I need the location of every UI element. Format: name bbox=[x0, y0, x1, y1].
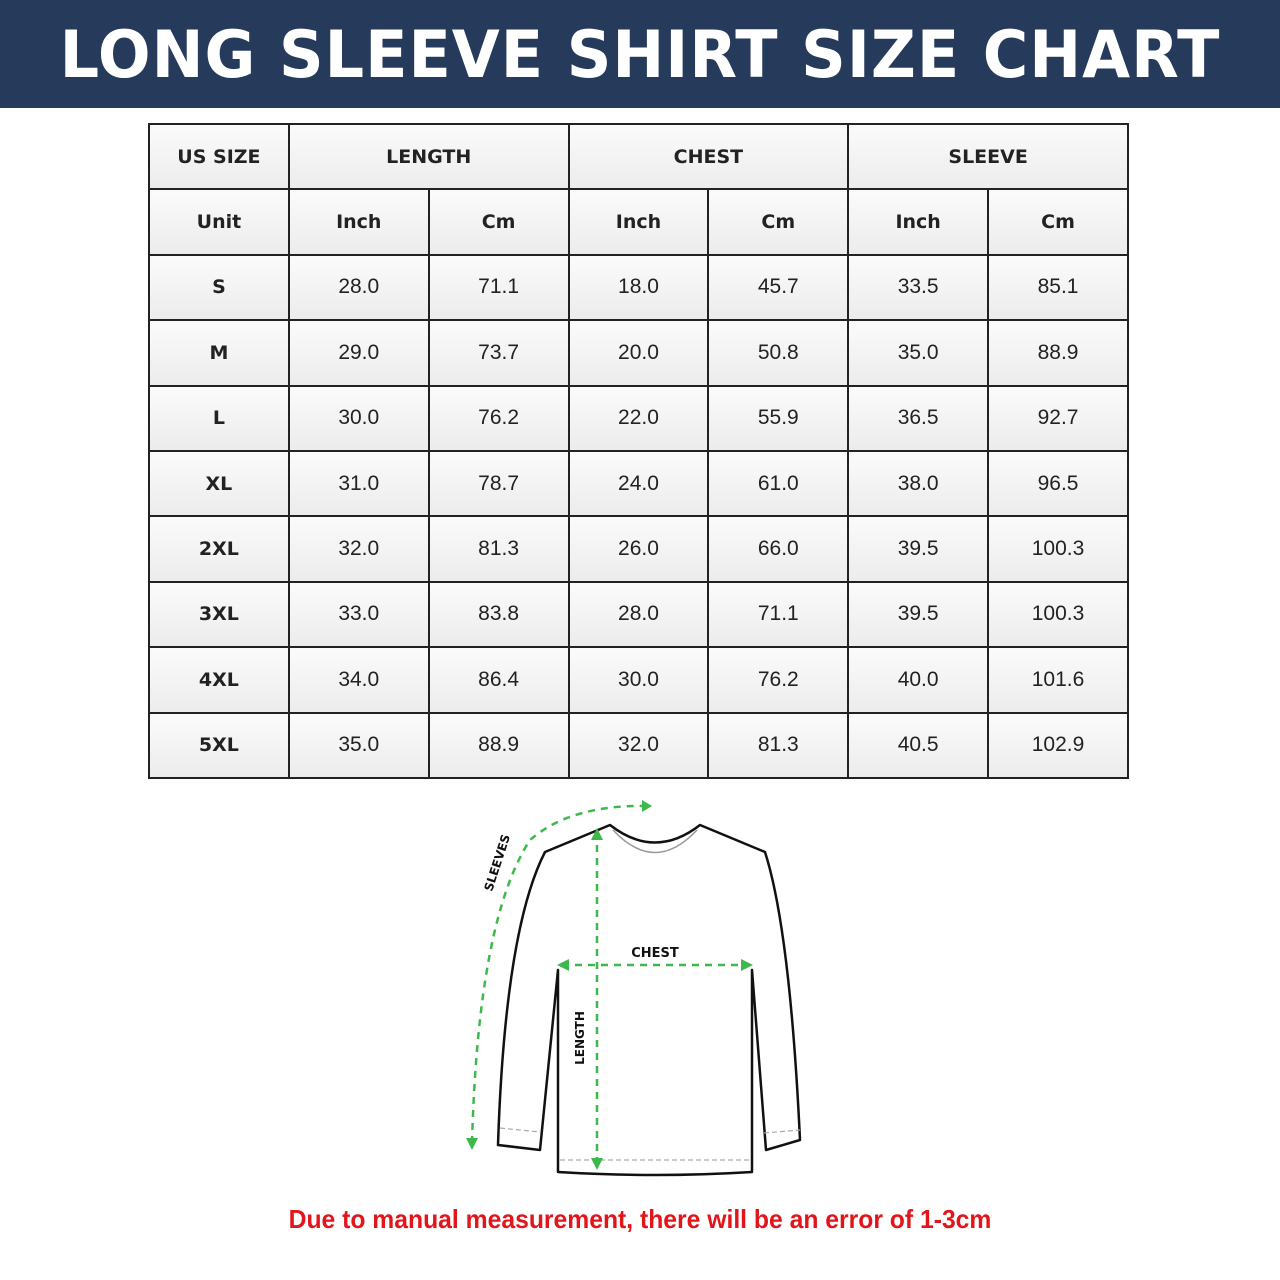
header-cell: US SIZE bbox=[148, 122, 290, 191]
value-cell: 35.0 bbox=[287, 711, 430, 779]
value-cell: 50.8 bbox=[707, 319, 850, 387]
value-cell: 30.0 bbox=[567, 646, 710, 714]
value-cell: 66.0 bbox=[707, 515, 850, 583]
value-cell: 71.1 bbox=[707, 580, 850, 649]
table-row: S 28.0 71.1 18.0 45.7 33.5 85.1 bbox=[148, 253, 1129, 322]
value-cell: 29.0 bbox=[287, 319, 430, 387]
header-cell: CHEST bbox=[567, 122, 850, 191]
size-cell: M bbox=[148, 319, 290, 387]
value-cell: 38.0 bbox=[847, 449, 990, 518]
value-cell: 45.7 bbox=[707, 253, 850, 322]
value-cell: 24.0 bbox=[567, 449, 710, 518]
value-cell: 88.9 bbox=[987, 319, 1129, 387]
table-row: L 30.0 76.2 22.0 55.9 36.5 92.7 bbox=[148, 384, 1129, 452]
value-cell: 18.0 bbox=[567, 253, 710, 322]
size-cell: 3XL bbox=[148, 580, 290, 649]
length-label: LENGTH bbox=[573, 1011, 587, 1065]
value-cell: 35.0 bbox=[847, 319, 990, 387]
page-title: LONG SLEEVE SHIRT SIZE CHART bbox=[59, 15, 1221, 93]
size-cell: S bbox=[148, 253, 290, 322]
unit-cell: Cm bbox=[427, 188, 570, 256]
value-cell: 32.0 bbox=[567, 711, 710, 779]
value-cell: 39.5 bbox=[847, 580, 990, 649]
value-cell: 78.7 bbox=[427, 449, 570, 518]
value-cell: 33.0 bbox=[287, 580, 430, 649]
unit-cell: Inch bbox=[847, 188, 990, 256]
chest-label: CHEST bbox=[631, 946, 679, 961]
value-cell: 36.5 bbox=[847, 384, 990, 452]
table-row: M 29.0 73.7 20.0 50.8 35.0 88.9 bbox=[148, 319, 1129, 387]
value-cell: 61.0 bbox=[707, 449, 850, 518]
table-row: 4XL 34.0 86.4 30.0 76.2 40.0 101.6 bbox=[148, 646, 1129, 714]
header-row: US SIZE LENGTH CHEST SLEEVE bbox=[148, 122, 1129, 191]
value-cell: 71.1 bbox=[427, 253, 570, 322]
measure-arrows bbox=[470, 804, 748, 1165]
size-cell: 2XL bbox=[148, 515, 290, 583]
value-cell: 88.9 bbox=[427, 711, 570, 779]
value-cell: 26.0 bbox=[567, 515, 710, 583]
header-cell: LENGTH bbox=[287, 122, 570, 191]
size-table: US SIZE LENGTH CHEST SLEEVE Unit Inch Cm Inch Cm… bbox=[148, 122, 1129, 779]
value-cell: 33.5 bbox=[847, 253, 990, 322]
value-cell: 100.3 bbox=[987, 515, 1129, 583]
size-cell: L bbox=[148, 384, 290, 452]
value-cell: 101.6 bbox=[987, 646, 1129, 714]
value-cell: 102.9 bbox=[987, 711, 1129, 779]
size-cell: 5XL bbox=[148, 711, 290, 779]
value-cell: 32.0 bbox=[287, 515, 430, 583]
arrow-heads bbox=[466, 800, 753, 1170]
measurement-note: Due to manual measurement, there will be… bbox=[288, 1204, 992, 1234]
value-cell: 31.0 bbox=[287, 449, 430, 518]
value-cell: 30.0 bbox=[287, 384, 430, 452]
value-cell: 39.5 bbox=[847, 515, 990, 583]
value-cell: 81.3 bbox=[707, 711, 850, 779]
shirt-outline bbox=[496, 823, 802, 1177]
value-cell: 86.4 bbox=[427, 646, 570, 714]
title-banner: LONG SLEEVE SHIRT SIZE CHART bbox=[0, 0, 1280, 108]
header-cell: SLEEVE bbox=[847, 122, 1129, 191]
table-row: 5XL 35.0 88.9 32.0 81.3 40.5 102.9 bbox=[148, 711, 1129, 779]
value-cell: 73.7 bbox=[427, 319, 570, 387]
table-row: 3XL 33.0 83.8 28.0 71.1 39.5 100.3 bbox=[148, 580, 1129, 649]
size-cell: 4XL bbox=[148, 646, 290, 714]
unit-row: Unit Inch Cm Inch Cm Inch Cm bbox=[148, 188, 1129, 256]
value-cell: 100.3 bbox=[987, 580, 1129, 649]
value-cell: 83.8 bbox=[427, 580, 570, 649]
unit-cell: Inch bbox=[567, 188, 710, 256]
unit-cell: Unit bbox=[148, 188, 290, 256]
table-row: XL 31.0 78.7 24.0 61.0 38.0 96.5 bbox=[148, 449, 1129, 518]
size-cell: XL bbox=[148, 449, 290, 518]
table-row: 2XL 32.0 81.3 26.0 66.0 39.5 100.3 bbox=[148, 515, 1129, 583]
value-cell: 96.5 bbox=[987, 449, 1129, 518]
value-cell: 76.2 bbox=[707, 646, 850, 714]
unit-cell: Cm bbox=[707, 188, 850, 256]
value-cell: 92.7 bbox=[987, 384, 1129, 452]
unit-cell: Inch bbox=[287, 188, 430, 256]
value-cell: 28.0 bbox=[567, 580, 710, 649]
value-cell: 28.0 bbox=[287, 253, 430, 322]
value-cell: 55.9 bbox=[707, 384, 850, 452]
value-cell: 81.3 bbox=[427, 515, 570, 583]
value-cell: 22.0 bbox=[567, 384, 710, 452]
value-cell: 85.1 bbox=[987, 253, 1129, 322]
unit-cell: Cm bbox=[987, 188, 1129, 256]
value-cell: 76.2 bbox=[427, 384, 570, 452]
value-cell: 40.5 bbox=[847, 711, 990, 779]
value-cell: 34.0 bbox=[287, 646, 430, 714]
value-cell: 20.0 bbox=[567, 319, 710, 387]
value-cell: 40.0 bbox=[847, 646, 990, 714]
